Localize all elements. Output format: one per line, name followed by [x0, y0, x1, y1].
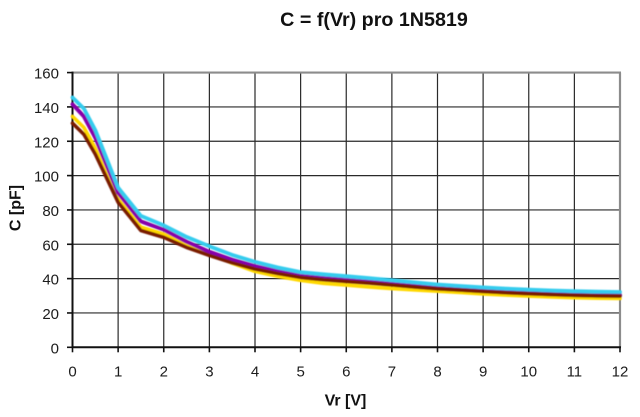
- svg-text:0: 0: [68, 364, 76, 381]
- svg-text:20: 20: [42, 306, 59, 323]
- svg-text:10: 10: [520, 364, 537, 381]
- svg-text:2: 2: [160, 364, 168, 381]
- svg-text:140: 140: [34, 100, 59, 117]
- svg-text:3: 3: [205, 364, 213, 381]
- svg-text:Vr [V]: Vr [V]: [325, 393, 367, 410]
- svg-text:7: 7: [388, 364, 396, 381]
- svg-text:C = f(Vr) pro 1N5819: C = f(Vr) pro 1N5819: [280, 9, 468, 31]
- svg-text:0: 0: [51, 340, 59, 357]
- svg-text:60: 60: [42, 237, 59, 254]
- svg-text:120: 120: [34, 134, 59, 151]
- svg-text:100: 100: [34, 169, 59, 186]
- svg-text:5: 5: [296, 364, 304, 381]
- svg-text:6: 6: [342, 364, 350, 381]
- svg-text:1: 1: [114, 364, 122, 381]
- svg-text:9: 9: [479, 364, 487, 381]
- svg-text:C [pF]: C [pF]: [8, 185, 25, 231]
- svg-text:40: 40: [42, 272, 59, 289]
- svg-text:12: 12: [612, 364, 629, 381]
- svg-text:160: 160: [34, 66, 59, 83]
- svg-text:4: 4: [251, 364, 259, 381]
- svg-text:11: 11: [567, 364, 583, 381]
- svg-text:80: 80: [42, 203, 59, 220]
- svg-text:8: 8: [433, 364, 441, 381]
